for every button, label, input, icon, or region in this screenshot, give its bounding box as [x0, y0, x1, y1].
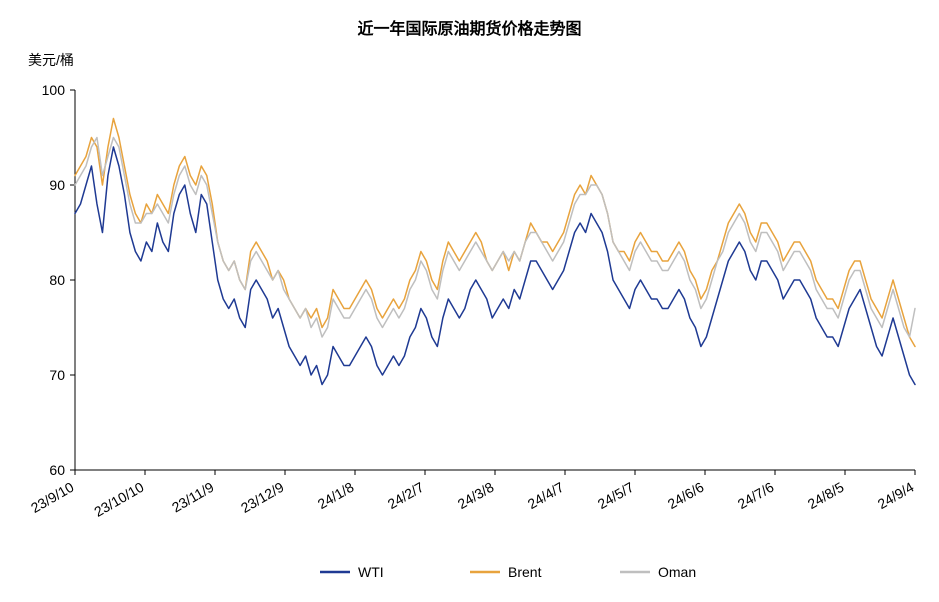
x-tick-label: 24/4/7: [525, 479, 567, 512]
x-tick-label: 24/8/5: [805, 479, 847, 512]
x-tick-label: 23/12/9: [238, 479, 287, 516]
x-tick-label: 24/7/6: [735, 479, 777, 512]
y-tick-label: 100: [42, 82, 66, 98]
y-tick-label: 90: [49, 177, 65, 193]
legend-label-Oman: Oman: [658, 564, 696, 580]
chart-title: 近一年国际原油期货价格走势图: [0, 15, 939, 39]
x-tick-label: 24/3/8: [455, 479, 497, 512]
chart-svg: 60 70 80 90 100 23/9/10 23/10/10 23/11/9 23/12/9…: [0, 0, 939, 602]
x-tick-label: 23/9/10: [28, 479, 77, 516]
y-tick-label: 80: [49, 272, 65, 288]
x-tick-label: 24/2/7: [385, 479, 427, 512]
x-tick-label: 24/9/4: [875, 479, 917, 512]
x-tick-label: 24/1/8: [315, 479, 357, 512]
x-tick-label: 23/10/10: [91, 479, 146, 520]
y-axis-label: 美元/桶: [28, 50, 74, 70]
x-tick-label: 23/11/9: [169, 479, 217, 516]
x-tick-label: 24/5/7: [595, 479, 637, 512]
y-tick-label: 70: [49, 367, 65, 383]
oil-price-chart: 近一年国际原油期货价格走势图 美元/桶 60 70 80 90 100 23/9/10 23…: [0, 0, 939, 602]
x-tick-label: 24/6/6: [665, 479, 707, 512]
legend-label-WTI: WTI: [358, 564, 384, 580]
y-tick-label: 60: [49, 462, 65, 478]
legend-label-Brent: Brent: [508, 564, 542, 580]
